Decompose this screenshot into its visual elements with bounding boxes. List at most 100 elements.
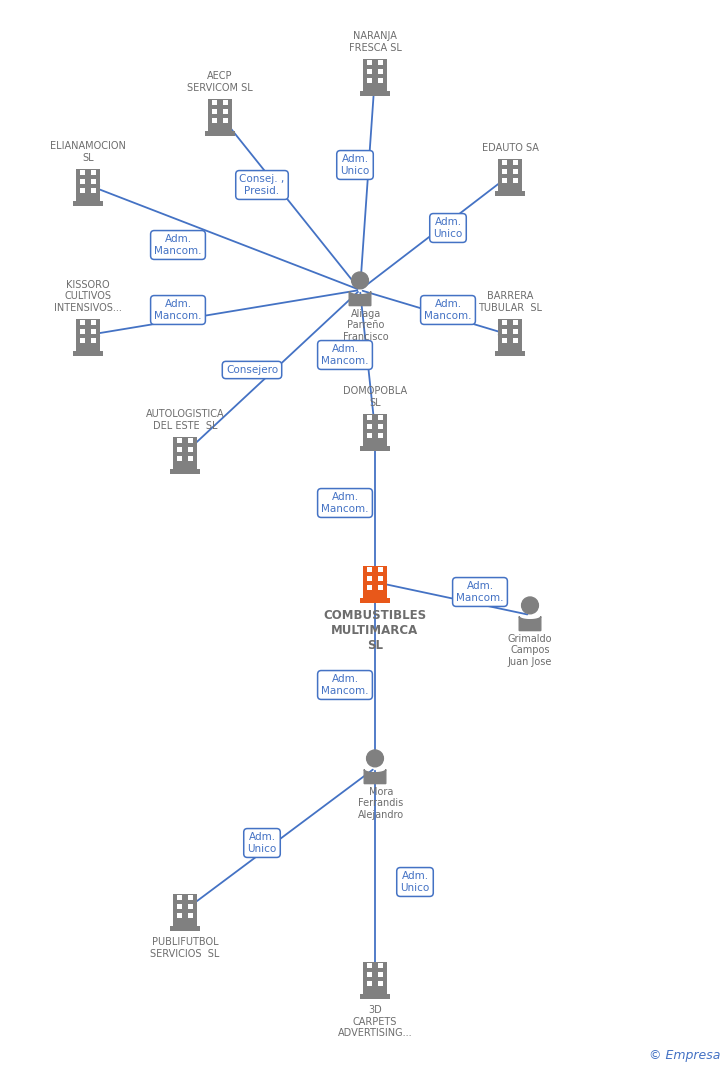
FancyBboxPatch shape bbox=[178, 913, 183, 918]
FancyBboxPatch shape bbox=[502, 169, 507, 173]
FancyBboxPatch shape bbox=[173, 437, 197, 470]
FancyBboxPatch shape bbox=[205, 132, 234, 136]
FancyBboxPatch shape bbox=[368, 433, 373, 438]
FancyBboxPatch shape bbox=[502, 338, 507, 342]
FancyBboxPatch shape bbox=[90, 320, 95, 324]
Text: © Empresa: © Empresa bbox=[649, 1049, 720, 1063]
FancyBboxPatch shape bbox=[360, 994, 389, 999]
Text: Adm.
Unico: Adm. Unico bbox=[400, 871, 430, 892]
FancyBboxPatch shape bbox=[378, 576, 383, 581]
FancyBboxPatch shape bbox=[378, 585, 383, 590]
FancyBboxPatch shape bbox=[368, 78, 373, 82]
FancyBboxPatch shape bbox=[360, 446, 389, 452]
FancyBboxPatch shape bbox=[513, 330, 518, 334]
FancyBboxPatch shape bbox=[178, 896, 183, 900]
Text: BARRERA
TUBULAR  SL: BARRERA TUBULAR SL bbox=[478, 291, 542, 314]
Text: Consejero: Consejero bbox=[226, 365, 278, 374]
FancyBboxPatch shape bbox=[90, 179, 95, 184]
FancyBboxPatch shape bbox=[90, 170, 95, 174]
FancyBboxPatch shape bbox=[80, 320, 85, 324]
FancyBboxPatch shape bbox=[188, 913, 193, 918]
Text: Adm.
Unico: Adm. Unico bbox=[433, 217, 462, 239]
FancyBboxPatch shape bbox=[178, 447, 183, 452]
FancyBboxPatch shape bbox=[74, 201, 103, 207]
Circle shape bbox=[367, 750, 384, 767]
FancyBboxPatch shape bbox=[74, 351, 103, 356]
FancyBboxPatch shape bbox=[513, 320, 518, 324]
Text: KISSORO
CULTIVOS
INTENSIVOS...: KISSORO CULTIVOS INTENSIVOS... bbox=[54, 279, 122, 314]
FancyBboxPatch shape bbox=[378, 78, 383, 82]
FancyBboxPatch shape bbox=[378, 70, 383, 74]
Text: Mora
Ferrandis
Alejandro: Mora Ferrandis Alejandro bbox=[358, 786, 404, 820]
FancyBboxPatch shape bbox=[80, 188, 85, 193]
FancyBboxPatch shape bbox=[513, 179, 518, 183]
Circle shape bbox=[521, 597, 539, 614]
FancyBboxPatch shape bbox=[80, 179, 85, 184]
FancyBboxPatch shape bbox=[90, 330, 95, 334]
FancyBboxPatch shape bbox=[513, 338, 518, 342]
FancyBboxPatch shape bbox=[378, 963, 383, 967]
FancyBboxPatch shape bbox=[363, 566, 387, 598]
FancyBboxPatch shape bbox=[378, 973, 383, 977]
FancyBboxPatch shape bbox=[208, 98, 232, 132]
FancyBboxPatch shape bbox=[188, 438, 193, 443]
Text: Adm.
Mancom.: Adm. Mancom. bbox=[154, 300, 202, 321]
FancyBboxPatch shape bbox=[213, 119, 218, 123]
FancyBboxPatch shape bbox=[80, 330, 85, 334]
FancyBboxPatch shape bbox=[368, 70, 373, 74]
FancyBboxPatch shape bbox=[90, 338, 95, 342]
FancyBboxPatch shape bbox=[368, 60, 373, 64]
FancyBboxPatch shape bbox=[495, 351, 525, 356]
FancyBboxPatch shape bbox=[498, 319, 522, 351]
FancyBboxPatch shape bbox=[188, 904, 193, 908]
Text: 3D
CARPETS
ADVERTISING...: 3D CARPETS ADVERTISING... bbox=[338, 1005, 412, 1038]
Text: Adm.
Mancom.: Adm. Mancom. bbox=[424, 300, 472, 321]
FancyBboxPatch shape bbox=[188, 447, 193, 452]
FancyBboxPatch shape bbox=[368, 585, 373, 590]
FancyBboxPatch shape bbox=[502, 330, 507, 334]
FancyBboxPatch shape bbox=[378, 424, 383, 429]
FancyBboxPatch shape bbox=[80, 338, 85, 342]
FancyBboxPatch shape bbox=[502, 320, 507, 324]
Text: COMBUSTIBLES
MULTIMARCA
SL: COMBUSTIBLES MULTIMARCA SL bbox=[323, 609, 427, 652]
Text: Adm.
Mancom.: Adm. Mancom. bbox=[321, 345, 369, 366]
FancyBboxPatch shape bbox=[223, 101, 228, 105]
FancyBboxPatch shape bbox=[90, 188, 95, 193]
FancyBboxPatch shape bbox=[378, 415, 383, 419]
FancyBboxPatch shape bbox=[513, 169, 518, 173]
Text: Aliaga
Parreño
Francisco: Aliaga Parreño Francisco bbox=[343, 308, 389, 341]
FancyBboxPatch shape bbox=[360, 598, 389, 603]
FancyBboxPatch shape bbox=[495, 192, 525, 196]
Text: NARANJA
FRESCA SL: NARANJA FRESCA SL bbox=[349, 31, 401, 54]
FancyBboxPatch shape bbox=[498, 158, 522, 192]
FancyBboxPatch shape bbox=[223, 119, 228, 123]
FancyBboxPatch shape bbox=[378, 567, 383, 571]
Text: Adm.
Mancom.: Adm. Mancom. bbox=[321, 492, 369, 514]
Text: Adm.
Unico: Adm. Unico bbox=[248, 832, 277, 854]
Text: ELIANAMOCION
SL: ELIANAMOCION SL bbox=[50, 141, 126, 163]
FancyBboxPatch shape bbox=[368, 963, 373, 967]
Text: Adm.
Mancom.: Adm. Mancom. bbox=[154, 234, 202, 256]
Text: Adm.
Mancom.: Adm. Mancom. bbox=[456, 581, 504, 602]
FancyBboxPatch shape bbox=[368, 973, 373, 977]
FancyBboxPatch shape bbox=[178, 456, 183, 461]
FancyBboxPatch shape bbox=[76, 169, 100, 201]
FancyBboxPatch shape bbox=[368, 424, 373, 429]
Text: Grimaldo
Campos
Juan Jose: Grimaldo Campos Juan Jose bbox=[507, 633, 553, 667]
FancyBboxPatch shape bbox=[188, 456, 193, 461]
Text: AUTOLOGISTICA
DEL ESTE  SL: AUTOLOGISTICA DEL ESTE SL bbox=[146, 410, 224, 431]
FancyBboxPatch shape bbox=[513, 160, 518, 165]
FancyBboxPatch shape bbox=[502, 179, 507, 183]
Text: Consej. ,
Presid.: Consej. , Presid. bbox=[240, 174, 285, 196]
FancyBboxPatch shape bbox=[360, 91, 389, 96]
FancyBboxPatch shape bbox=[368, 415, 373, 419]
FancyBboxPatch shape bbox=[368, 981, 373, 985]
Polygon shape bbox=[364, 769, 386, 783]
FancyBboxPatch shape bbox=[378, 433, 383, 438]
FancyBboxPatch shape bbox=[378, 981, 383, 985]
Circle shape bbox=[352, 272, 368, 289]
FancyBboxPatch shape bbox=[170, 927, 199, 931]
FancyBboxPatch shape bbox=[368, 576, 373, 581]
Text: PUBLIFUTBOL
SERVICIOS  SL: PUBLIFUTBOL SERVICIOS SL bbox=[150, 937, 220, 959]
FancyBboxPatch shape bbox=[213, 109, 218, 113]
